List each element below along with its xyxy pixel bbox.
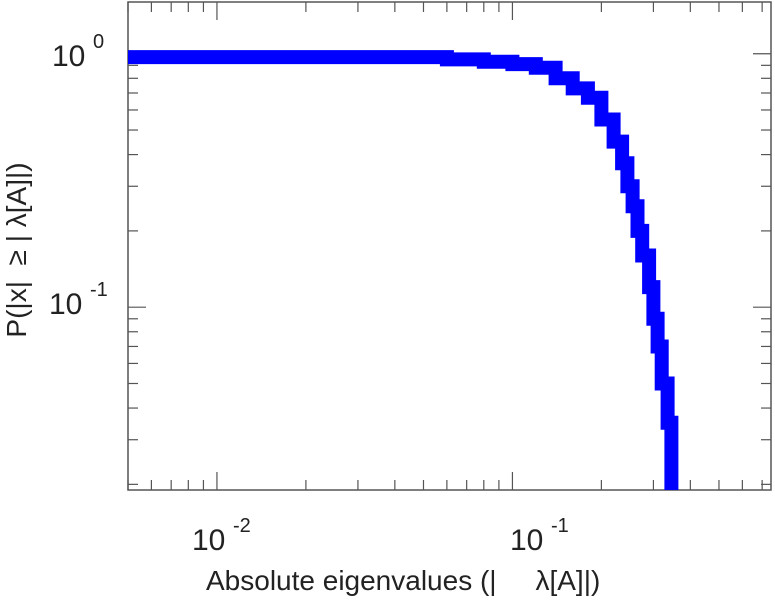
x-tick-label-0: 10 -2 xyxy=(192,515,251,557)
svg-text:10: 10 xyxy=(192,524,225,557)
series-line xyxy=(128,50,679,490)
y-tick-label-1: 10 -1 xyxy=(49,279,108,321)
svg-text:-2: -2 xyxy=(233,515,251,537)
minor-ticks xyxy=(127,2,771,490)
series-layer xyxy=(128,50,679,490)
svg-text:10: 10 xyxy=(510,524,543,557)
svg-text:10: 10 xyxy=(49,288,82,321)
svg-text:-1: -1 xyxy=(90,279,108,301)
svg-text:0: 0 xyxy=(93,31,104,53)
x-axis-label: Absolute eigenvalues (| λ[A]|) xyxy=(206,565,600,596)
y-axis-label: P(|x| ≥ | λ[A]|) xyxy=(1,162,32,337)
x-tick-label-1: 10 -1 xyxy=(510,515,569,557)
svg-text:-1: -1 xyxy=(551,515,569,537)
plot-frame xyxy=(127,1,772,491)
svg-text:10: 10 xyxy=(52,40,85,73)
y-tick-label-0: 10 0 xyxy=(52,31,104,73)
